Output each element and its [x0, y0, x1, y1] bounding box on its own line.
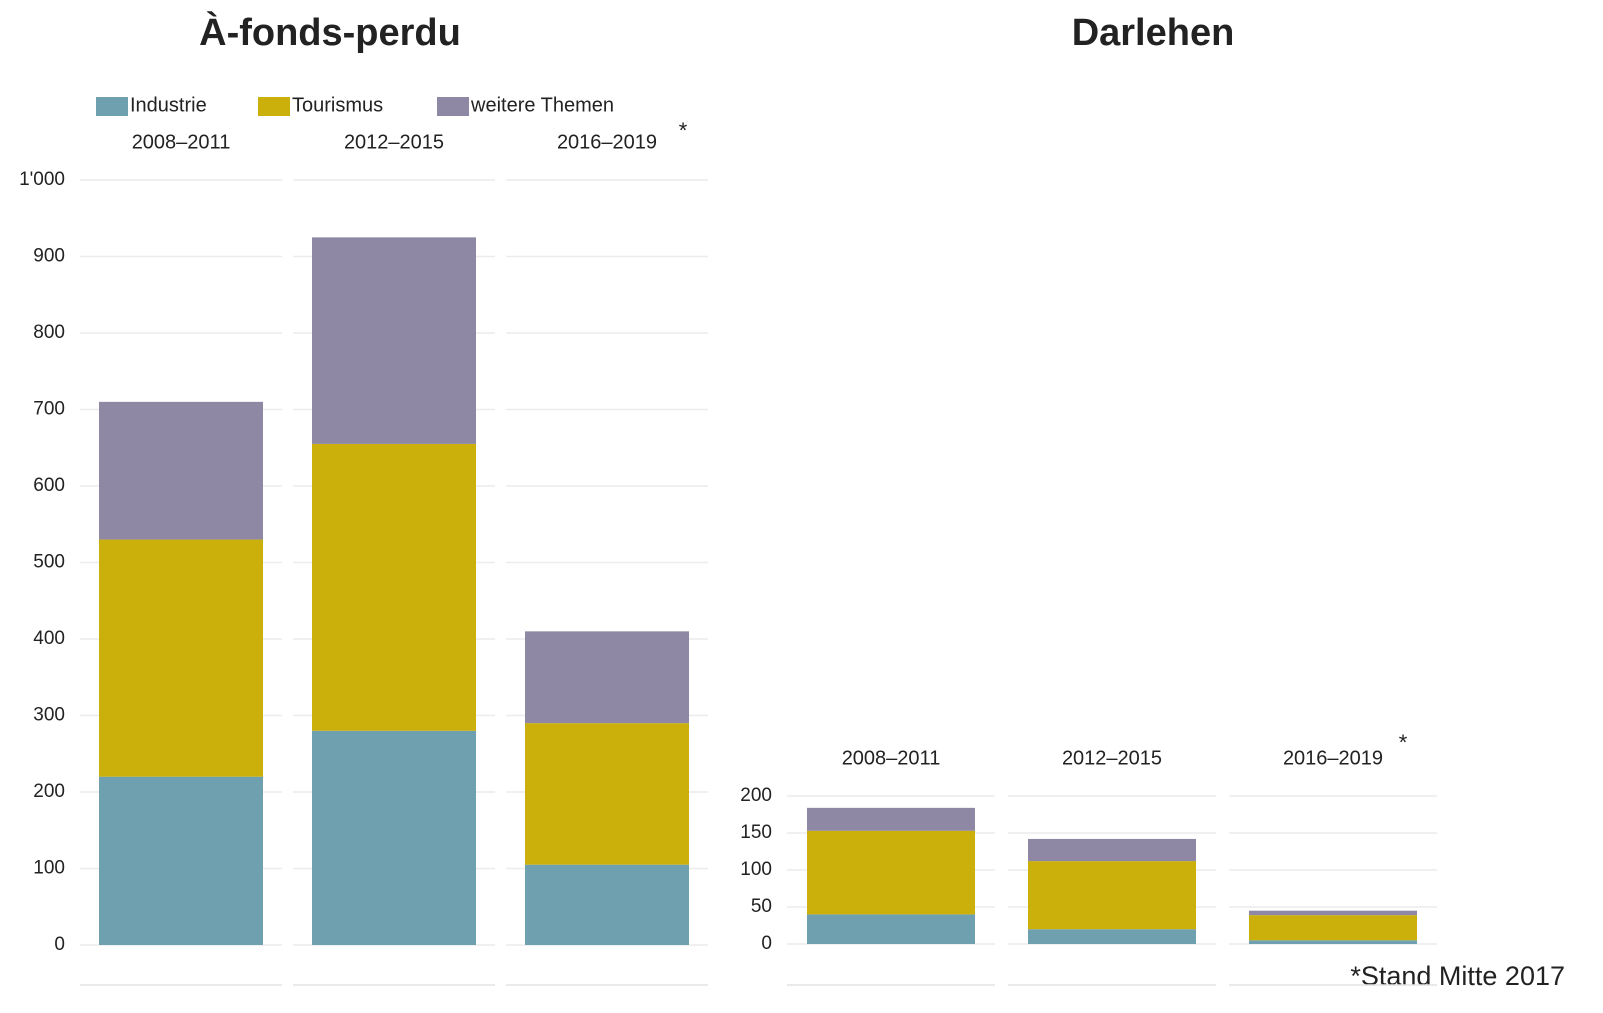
y-tick-label: 900 — [33, 246, 65, 267]
legend-label: weitere Themen — [470, 94, 614, 116]
bar-segment — [99, 776, 263, 945]
x-tick-label: 2008–2011 — [132, 131, 231, 153]
y-tick-label: 400 — [33, 628, 65, 649]
y-tick-label: 500 — [33, 552, 65, 573]
legend-label: Industrie — [130, 94, 207, 116]
bar-segment — [525, 723, 689, 865]
y-tick-label: 800 — [33, 322, 65, 343]
bar-segment — [1028, 861, 1196, 930]
y-tick-label: 700 — [33, 399, 65, 420]
bar-segment — [1249, 940, 1417, 944]
x-tick-label: 2012–2015 — [344, 131, 444, 153]
bar-segment — [807, 830, 975, 915]
y-tick-label: 200 — [33, 781, 65, 802]
legend-label: Tourismus — [292, 94, 383, 116]
y-tick-label: 0 — [761, 933, 772, 954]
x-tick-label: 2016–2019 — [557, 131, 657, 153]
x-tick-label: 2016–2019 — [1283, 747, 1383, 769]
bar-segment — [1249, 910, 1417, 916]
bar-segment — [525, 631, 689, 724]
bar-segment — [312, 730, 476, 945]
y-tick-label: 50 — [751, 896, 772, 917]
x-tick-label: 2008–2011 — [842, 747, 941, 769]
y-tick-label: 200 — [740, 785, 772, 806]
y-tick-label: 100 — [33, 858, 65, 879]
bar-segment — [1028, 838, 1196, 862]
bar-segment — [312, 237, 476, 444]
legend-swatch — [258, 97, 290, 116]
chart-title: À-fonds-perdu — [199, 10, 461, 54]
y-tick-label: 600 — [33, 475, 65, 496]
y-tick-label: 300 — [33, 705, 65, 726]
bar-segment — [525, 864, 689, 945]
bar-segment — [807, 807, 975, 831]
bar-segment — [1028, 929, 1196, 944]
y-tick-label: 1'000 — [19, 169, 65, 190]
chart-title: Darlehen — [1072, 12, 1235, 54]
legend-swatch — [96, 97, 128, 116]
y-tick-label: 100 — [740, 859, 772, 880]
category-note: * — [679, 118, 688, 143]
bar-segment — [807, 914, 975, 944]
bar-segment — [1249, 915, 1417, 941]
category-note: * — [1399, 730, 1408, 755]
y-tick-label: 150 — [740, 822, 772, 843]
bar-segment — [312, 443, 476, 731]
y-tick-label: 0 — [54, 934, 65, 955]
legend-swatch — [437, 97, 469, 116]
bar-segment — [99, 539, 263, 777]
x-tick-label: 2012–2015 — [1062, 747, 1162, 769]
bar-segment — [99, 401, 263, 540]
footnote: *Stand Mitte 2017 — [1350, 961, 1565, 991]
